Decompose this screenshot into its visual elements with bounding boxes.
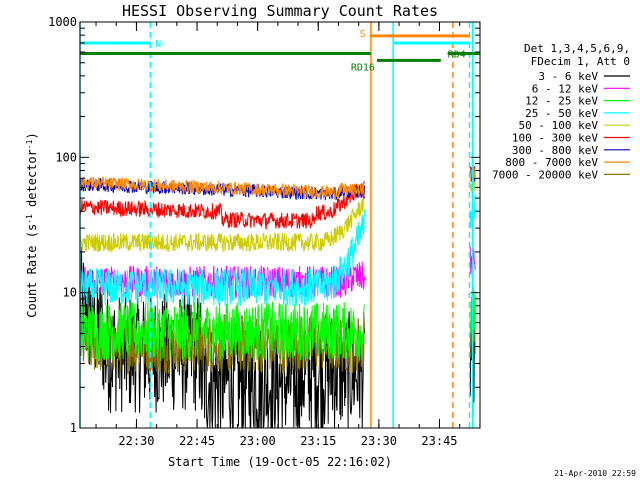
x-tick-label: 23:30 — [361, 434, 397, 448]
legend-entry-label: 12 - 25 keV — [525, 95, 598, 108]
legend-entry-label: 300 - 800 keV — [512, 144, 598, 157]
x-tick-label: 23:15 — [300, 434, 336, 448]
y-tick-label: 1000 — [48, 15, 77, 29]
y-axis-label-sup-1: -1 — [25, 214, 34, 224]
legend-entry-label: 7000 - 20000 keV — [492, 168, 598, 181]
x-tick-label: 23:00 — [240, 434, 276, 448]
legend-header-line: FDecim 1, Att 0 — [531, 55, 630, 68]
plot-frame — [79, 21, 481, 429]
x-axis-label: Start Time (19-Oct-05 22:16:02) — [168, 455, 392, 469]
flag-bar-label: RD16 — [351, 62, 375, 73]
flag-bars: N S RD16 RD4 — [80, 29, 480, 73]
y-axis-label-sup-2: -1 — [25, 139, 34, 149]
flag-bar-label: N — [155, 39, 161, 50]
legend-header-line: Det 1,3,4,5,6,9, — [524, 42, 630, 55]
flag-bar-label: S — [360, 29, 366, 40]
y-tick-label: 1 — [70, 421, 77, 435]
y-axis-label: Count Rate (s-1 detector-1) — [25, 132, 40, 317]
x-tick-label: 22:45 — [179, 434, 215, 448]
x-axis: 22:30 22:45 23:00 23:15 23:30 23:45 — [95, 22, 481, 448]
chart-title: HESSI Observing Summary Count Rates — [122, 2, 438, 20]
legend-entry-label: 3 - 6 keV — [538, 70, 598, 83]
legend-entry-label: 800 - 7000 keV — [505, 156, 598, 169]
y-axis-label-main: Count Rate (s — [25, 224, 39, 318]
timestamp-stamp: 21-Apr-2010 22:59 — [554, 469, 636, 478]
legend-entry-label: 50 - 100 keV — [519, 119, 599, 132]
y-axis-label-mid: detector — [25, 149, 39, 214]
legend-entry-label: 100 - 300 keV — [512, 132, 598, 145]
legend: Det 1,3,4,5,6,9,FDecim 1, Att 0 3 - 6 keV… — [492, 42, 630, 181]
x-tick-label: 23:45 — [421, 434, 457, 448]
flag-bar-label: RD4 — [448, 50, 466, 61]
y-tick-label: 10 — [63, 286, 77, 300]
y-axis-label-end: ) — [25, 132, 39, 139]
y-axis: 1 10 100 1000 — [48, 15, 480, 435]
legend-entry-label: 25 - 50 keV — [525, 107, 598, 120]
legend-entry-label: 6 - 12 keV — [532, 82, 599, 95]
x-tick-label: 22:30 — [118, 434, 154, 448]
y-tick-label: 100 — [55, 150, 77, 164]
